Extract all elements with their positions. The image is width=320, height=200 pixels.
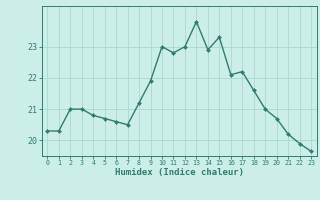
X-axis label: Humidex (Indice chaleur): Humidex (Indice chaleur): [115, 168, 244, 177]
